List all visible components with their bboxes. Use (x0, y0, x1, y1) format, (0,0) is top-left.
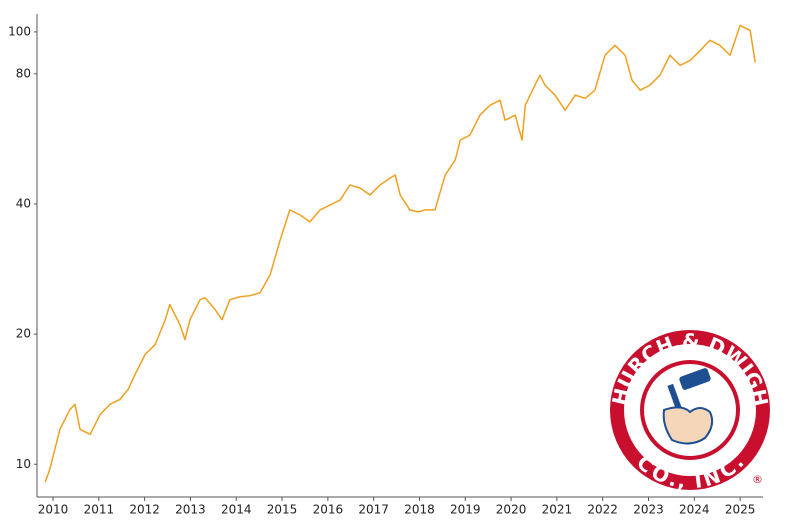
x-tick-label: 2023 (633, 503, 664, 517)
x-tick-label: 2017 (358, 503, 389, 517)
x-tick-label: 2021 (542, 503, 573, 517)
x-tick-label: 2016 (313, 503, 344, 517)
x-tick-label: 2025 (725, 503, 756, 517)
logo-mark: ® (752, 473, 763, 486)
y-tick-label: 20 (16, 327, 31, 341)
y-tick-label: 80 (16, 66, 31, 80)
x-tick-label: 2024 (679, 503, 710, 517)
logo-arm (662, 368, 714, 445)
x-tick-label: 2014 (221, 503, 252, 517)
x-tick-label: 2018 (404, 503, 435, 517)
x-tick-label: 2020 (496, 503, 527, 517)
y-tick-label: 100 (8, 24, 31, 38)
x-tick-label: 2019 (450, 503, 481, 517)
y-tick-label: 10 (16, 457, 31, 471)
logo: CHURCH & DWIGHT CO., INC. ® (0, 0, 773, 490)
logo-name-path: CHURCH & DWIGHT (0, 0, 773, 408)
x-tick-label: 2012 (129, 503, 160, 517)
x-tick-label: 2015 (267, 503, 298, 517)
x-tick-label: 2013 (175, 503, 206, 517)
price-line (44, 24, 756, 483)
y-tick-label: 40 (16, 196, 31, 210)
x-tick-label: 2010 (38, 503, 69, 517)
x-tick-label: 2022 (587, 503, 618, 517)
logo-name: CHURCH & DWIGHT (0, 0, 773, 408)
x-tick-label: 2011 (84, 503, 115, 517)
